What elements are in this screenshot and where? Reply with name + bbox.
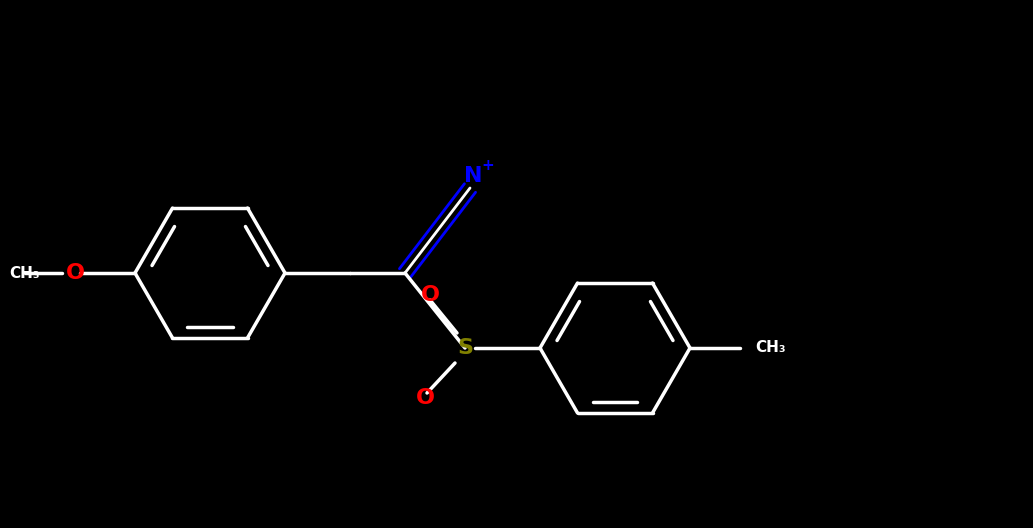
Text: +: + [481,158,495,174]
Text: O: O [420,285,439,305]
Text: N: N [464,166,482,186]
Text: O: O [415,388,435,408]
Text: CH₃: CH₃ [9,266,40,280]
Text: O: O [65,263,85,283]
Text: CH₃: CH₃ [755,341,786,355]
Text: S: S [457,338,473,358]
